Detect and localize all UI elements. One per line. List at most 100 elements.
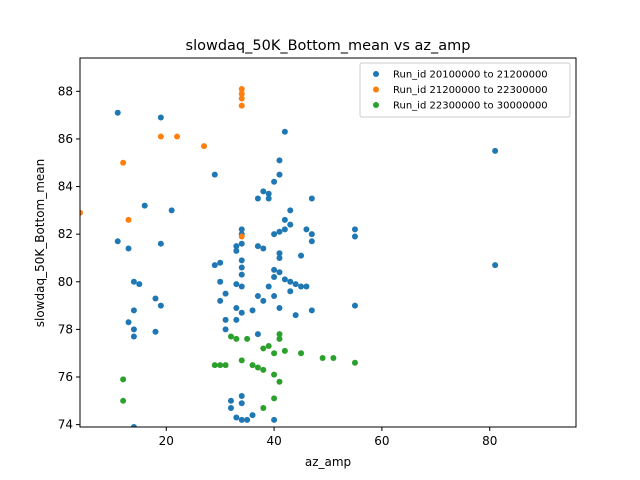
series-2-point [120, 159, 127, 166]
series-1-point [287, 221, 294, 228]
series-1-point [249, 412, 256, 419]
series-3-point [260, 345, 267, 352]
series-3-point [330, 354, 337, 361]
series-1-point [276, 171, 283, 178]
x-axis: 20 40 60 80 [159, 427, 497, 448]
series-1-point [152, 328, 159, 335]
series-1-point [125, 245, 132, 252]
series-3-point [276, 378, 283, 385]
series-1-point [249, 307, 256, 314]
series-1-point [276, 228, 283, 235]
series-2-point [238, 95, 245, 102]
series-1-point [217, 278, 224, 285]
x-tick-label: 20 [159, 434, 174, 448]
series-3-point [211, 362, 218, 369]
series-1-point [308, 238, 315, 245]
series-1-point [276, 250, 283, 257]
series-2-point [238, 233, 245, 240]
series-1-point [233, 281, 240, 288]
series-1-point [227, 404, 234, 411]
series-1-point [238, 226, 245, 233]
series-2-point [174, 133, 181, 140]
series-1-point [233, 247, 240, 254]
series-2-point [238, 102, 245, 109]
series-1-point [281, 216, 288, 223]
series-3-point [217, 362, 224, 369]
series-1-point [227, 397, 234, 404]
y-tick-label: 84 [58, 180, 73, 194]
series-1-point [168, 207, 175, 214]
legend-entries: Run_id 20100000 to 21200000 Run_id 212000… [373, 70, 548, 112]
series-1-point [281, 276, 288, 283]
series-1-point [114, 238, 121, 245]
series-1-point [492, 147, 499, 154]
series-1-point [287, 278, 294, 285]
series-1-point [351, 226, 358, 233]
x-axis-label: az_amp [305, 455, 351, 469]
series-1-point [114, 109, 121, 116]
series-1-point [303, 226, 310, 233]
series-1-point [271, 178, 278, 185]
series-1-point [238, 257, 245, 264]
legend-label-3: Run_id 22300000 to 30000000 [393, 101, 548, 112]
series-1-point [211, 262, 218, 269]
series-2-point [238, 90, 245, 97]
series-1-point [292, 281, 299, 288]
series-1-point [308, 231, 315, 238]
series-3-point [281, 347, 288, 354]
series-3-point [233, 335, 240, 342]
series-1-point [271, 266, 278, 273]
series-1-point [287, 207, 294, 214]
series-1-point [308, 195, 315, 202]
series-3-point [238, 357, 245, 364]
series-1-point [222, 290, 229, 297]
series-1-point [260, 297, 267, 304]
x-tick-label: 40 [266, 434, 281, 448]
series-1-point [287, 288, 294, 295]
y-tick-label: 76 [58, 370, 73, 384]
y-axis: 74 76 78 80 82 84 86 88 [58, 84, 80, 432]
y-tick-label: 80 [58, 275, 73, 289]
series-1-point [351, 302, 358, 309]
series-3-point [351, 359, 358, 366]
series-1-point [217, 297, 224, 304]
series-1-point [238, 416, 245, 423]
series-2-point [80, 209, 83, 216]
series-1-point [238, 264, 245, 271]
series-1-point [211, 171, 218, 178]
y-tick-label: 82 [58, 227, 73, 241]
series-3-point [222, 362, 229, 369]
series-1-point [281, 128, 288, 135]
series-1-point [222, 316, 229, 323]
x-tick-label: 80 [482, 434, 497, 448]
series-1-point [265, 195, 272, 202]
series-3-point [271, 350, 278, 357]
series-3-point [120, 397, 127, 404]
y-tick-label: 88 [58, 84, 73, 98]
series-1-point [276, 157, 283, 164]
series-3-point [271, 371, 278, 378]
series-1-point [238, 240, 245, 247]
series-3-point [227, 333, 234, 340]
series-1-point [238, 271, 245, 278]
series-1-point [130, 326, 137, 333]
series-3-point [260, 404, 267, 411]
y-axis-label: slowdaq_50K_Bottom_mean [33, 159, 47, 328]
series-3-point [249, 362, 256, 369]
series-1-point [254, 195, 261, 202]
series-1-point [298, 252, 305, 259]
series-3-point [276, 331, 283, 338]
series-1-point [492, 262, 499, 269]
series-1-point [265, 283, 272, 290]
series-1-point [303, 283, 310, 290]
series-1-point [233, 243, 240, 250]
series-1-point [271, 416, 278, 423]
series-1-point [271, 293, 278, 300]
series-3-point [244, 335, 251, 342]
series-1-point [130, 333, 137, 340]
series-1-point [281, 226, 288, 233]
series-1-point [130, 424, 137, 427]
series-1-point [238, 400, 245, 407]
series-3-point [271, 395, 278, 402]
series-1-point [233, 316, 240, 323]
